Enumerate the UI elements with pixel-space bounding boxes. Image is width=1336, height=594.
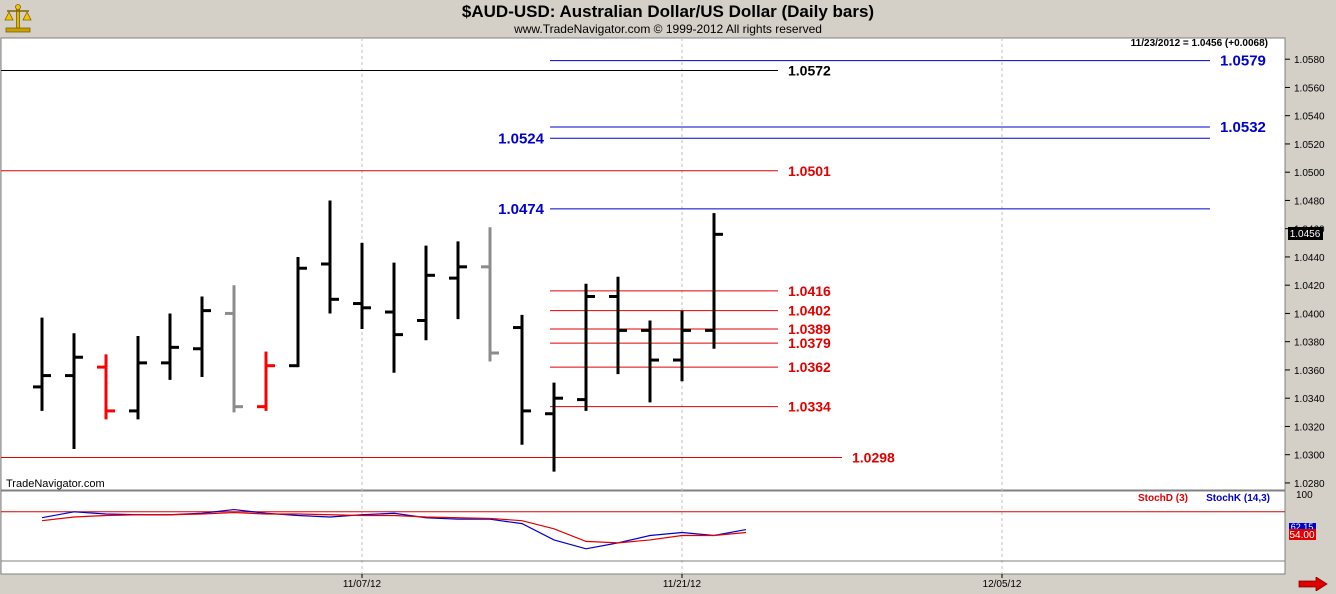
ohlc-bar (609, 276, 627, 375)
ohlc-bar (513, 314, 531, 445)
ohlc-bar (545, 382, 563, 472)
ohlc-bar (705, 213, 723, 349)
y-tick-label: 1.0540 (1294, 112, 1325, 123)
ohlc-bar (385, 262, 403, 373)
ohlc-bar (257, 351, 275, 411)
level-label: 1.0579 (1220, 53, 1266, 70)
stoch-d-badge: 54.00 (1289, 529, 1316, 541)
level-label: 1.0416 (788, 283, 831, 299)
x-tick-label: 12/05/12 (983, 579, 1022, 590)
stoch-d-badge-value: 54.00 (1289, 530, 1314, 541)
y-tick-label: 1.0320 (1294, 422, 1325, 433)
y-tick-label: 1.0520 (1294, 140, 1325, 151)
stoch-k-legend: StochK (14,3) (1206, 493, 1270, 504)
watermark: TradeNavigator.com (6, 478, 105, 490)
ohlc-bar (321, 200, 339, 314)
chart-title: $AUD-USD: Australian Dollar/US Dollar (D… (461, 2, 875, 21)
ohlc-bar (417, 245, 435, 341)
ohlc-bar (129, 336, 147, 420)
y-tick-label: 1.0560 (1294, 83, 1325, 94)
level-label: 1.0532 (1220, 119, 1266, 136)
y-tick-label: 1.0580 (1294, 55, 1325, 66)
ohlc-bar (225, 285, 243, 413)
right-arrow-icon[interactable] (1298, 577, 1328, 591)
ohlc-bar (481, 227, 499, 362)
chart-subtitle: www.TradeNavigator.com © 1999-2012 All r… (514, 22, 822, 36)
stoch-pane (0, 490, 1286, 575)
level-label: 1.0362 (788, 359, 831, 375)
ohlc-bar (161, 313, 179, 380)
y-tick-label: 1.0360 (1294, 366, 1325, 377)
x-tick-label: 11/21/12 (663, 579, 702, 590)
y-tick-label: 1.0500 (1294, 168, 1325, 179)
ohlc-bar (577, 283, 595, 411)
stoch-k-badge: 62.15 (1289, 522, 1316, 532)
level-label: 1.0572 (788, 62, 831, 78)
y-tick-label: 1.0380 (1294, 338, 1325, 349)
y-tick-label: 1.0280 (1294, 479, 1325, 490)
ohlc-bar (65, 333, 83, 450)
ohlc-bar (353, 242, 371, 329)
level-label: 1.0334 (788, 399, 831, 415)
level-label: 1.0389 (788, 321, 831, 337)
level-label: 1.0402 (788, 303, 831, 319)
last-price-value: 1.0456 (1290, 229, 1321, 240)
price-pane (0, 37, 1286, 491)
stoch-d-line (41, 511, 747, 544)
y-tick-label: 1.0400 (1294, 309, 1325, 320)
price-readout: 11/23/2012 = 1.0456 (+0.0068) (1131, 38, 1268, 49)
ohlc-bar (673, 310, 691, 382)
level-label: 1.0501 (788, 163, 831, 179)
y-tick-label: 1.0440 (1294, 253, 1325, 264)
level-label: 1.0379 (788, 335, 831, 351)
y-tick-label: 1.0420 (1294, 281, 1325, 292)
stoch-k-badge-value: 62.15 (1291, 522, 1314, 532)
ohlc-bar (449, 241, 467, 320)
level-label: 1.0298 (852, 450, 895, 466)
stoch-y-tick: 100 (1296, 490, 1313, 501)
stoch-d-legend: StochD (3) (1138, 493, 1188, 504)
ohlc-bar (289, 256, 307, 368)
y-tick-label: 1.0340 (1294, 394, 1325, 405)
level-label: 1.0524 (498, 130, 545, 147)
scales-logo-icon[interactable] (3, 2, 33, 34)
level-label: 1.0474 (498, 201, 545, 218)
ohlc-bar (33, 317, 51, 411)
ohlc-bar (97, 354, 115, 420)
y-tick-label: 1.0300 (1294, 451, 1325, 462)
last-price-badge: 1.0456 (1288, 227, 1323, 240)
ohlc-bar (641, 320, 659, 403)
x-tick-label: 11/07/12 (343, 579, 382, 590)
ohlc-bar (193, 296, 211, 377)
y-tick-label: 1.0480 (1294, 196, 1325, 207)
